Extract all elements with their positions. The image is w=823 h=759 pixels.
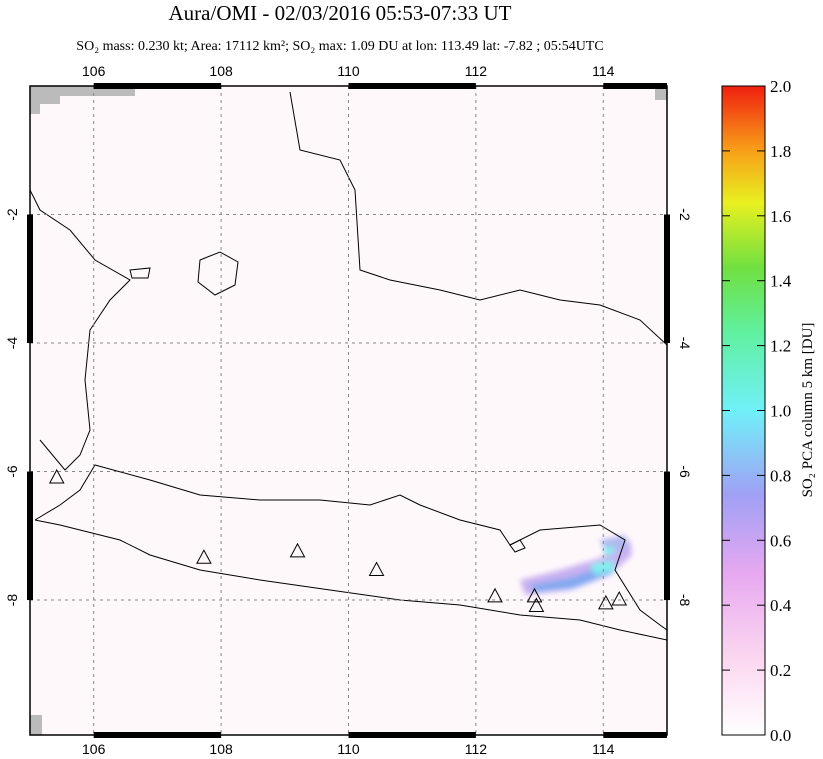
frame-bar xyxy=(27,214,33,344)
frame-bar xyxy=(664,214,670,344)
x-tick-label: 110 xyxy=(337,63,360,79)
volcano xyxy=(611,591,628,606)
y-tick-label: -8 xyxy=(677,594,693,607)
colorbar-tick-label: 0.4 xyxy=(770,596,792,615)
x-tick-label: 108 xyxy=(209,63,233,79)
x-tick-label: 108 xyxy=(209,741,233,757)
x-tick-label: 114 xyxy=(592,63,615,79)
so2-plume xyxy=(520,535,632,595)
y-tick-label: -8 xyxy=(4,594,20,607)
y-tick-label: -2 xyxy=(4,208,20,221)
x-tick-label: 114 xyxy=(592,741,615,757)
volcano xyxy=(368,561,385,577)
frame-bar xyxy=(93,83,222,89)
frame-bar xyxy=(603,732,667,738)
coastline xyxy=(30,91,667,641)
x-tick-label: 112 xyxy=(465,63,488,79)
frame-bar xyxy=(348,83,476,89)
subtitle: SO₂ mass: 0.230 kt; Area: 17112 km²; SO₂… xyxy=(76,39,603,54)
colorbar-tick-label: 0.8 xyxy=(770,466,791,485)
colorbar-tick-label: 0.6 xyxy=(770,531,791,550)
colorbar-tick-label: 1.0 xyxy=(770,402,791,421)
y-tick-label: -6 xyxy=(677,465,693,478)
frame-bar xyxy=(348,732,476,738)
colorbar-tick-label: 2.0 xyxy=(770,77,791,96)
colorbar-tick-label: 0.2 xyxy=(770,661,791,680)
grid xyxy=(30,86,667,735)
volcano xyxy=(598,594,614,610)
title: Aura/OMI - 02/03/2016 05:53-07:33 UT xyxy=(169,1,512,25)
colorbar-tick-label: 1.6 xyxy=(770,207,791,226)
y-tick-label: -6 xyxy=(4,465,20,478)
y-tick-label: -4 xyxy=(4,337,20,350)
no-data xyxy=(30,715,42,735)
colorbar-tick-label: 1.2 xyxy=(770,337,791,356)
volcano xyxy=(289,542,306,558)
x-tick-label: 106 xyxy=(82,63,106,79)
x-tick-label: 110 xyxy=(337,741,360,757)
volcano xyxy=(196,549,212,564)
frame-bar xyxy=(27,471,33,601)
colorbar-tick-label: 1.4 xyxy=(770,272,792,291)
no-data xyxy=(655,86,667,100)
y-tick-label: -2 xyxy=(677,208,693,221)
colorbar-label: SO₂ PCA column 5 km [DU] xyxy=(800,323,816,498)
colorbar-tick-label: 1.8 xyxy=(770,142,791,161)
frame-bar xyxy=(603,83,667,89)
volcano xyxy=(487,587,503,603)
volcano xyxy=(48,468,65,484)
x-tick-label: 106 xyxy=(82,741,106,757)
no-data xyxy=(30,86,135,114)
colorbar-tick-label: 0.0 xyxy=(770,726,791,745)
x-tick-label: 112 xyxy=(465,741,488,757)
frame-bar xyxy=(93,732,222,738)
volcano xyxy=(528,597,545,612)
y-tick-label: -4 xyxy=(677,337,693,350)
frame-bar xyxy=(664,471,670,601)
